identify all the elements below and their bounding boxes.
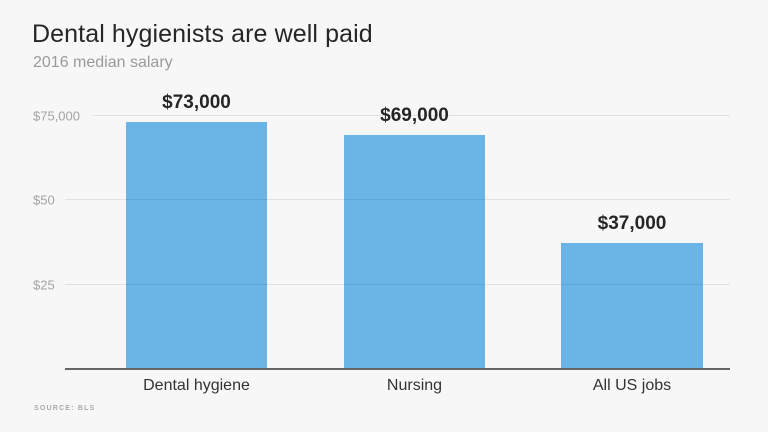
gridline-overlay	[561, 284, 703, 285]
gridline	[93, 115, 730, 116]
bar	[126, 122, 267, 368]
x-axis-baseline	[65, 368, 730, 370]
x-category-label: Dental hygiene	[143, 377, 250, 394]
source-note: SOURCE: BLS	[34, 405, 96, 412]
gridline-overlay	[126, 284, 267, 285]
bar-value-label: $73,000	[162, 92, 231, 113]
x-category-label: Nursing	[386, 377, 443, 394]
x-category-label: All US jobs	[592, 377, 672, 394]
y-tick-label: $75,000	[33, 108, 80, 123]
gridline-overlay	[344, 199, 485, 200]
y-tick-label: $25	[33, 277, 55, 292]
chart-title: Dental hygienists are well paid	[32, 20, 373, 48]
bar	[561, 243, 703, 368]
chart-subtitle: 2016 median salary	[33, 54, 173, 71]
gridline-overlay	[344, 284, 485, 285]
bar-value-label: $69,000	[380, 105, 449, 126]
bar-value-label: $37,000	[597, 213, 667, 234]
y-tick-label: $50	[33, 192, 55, 207]
bar	[344, 135, 485, 368]
gridline-overlay	[126, 199, 267, 200]
